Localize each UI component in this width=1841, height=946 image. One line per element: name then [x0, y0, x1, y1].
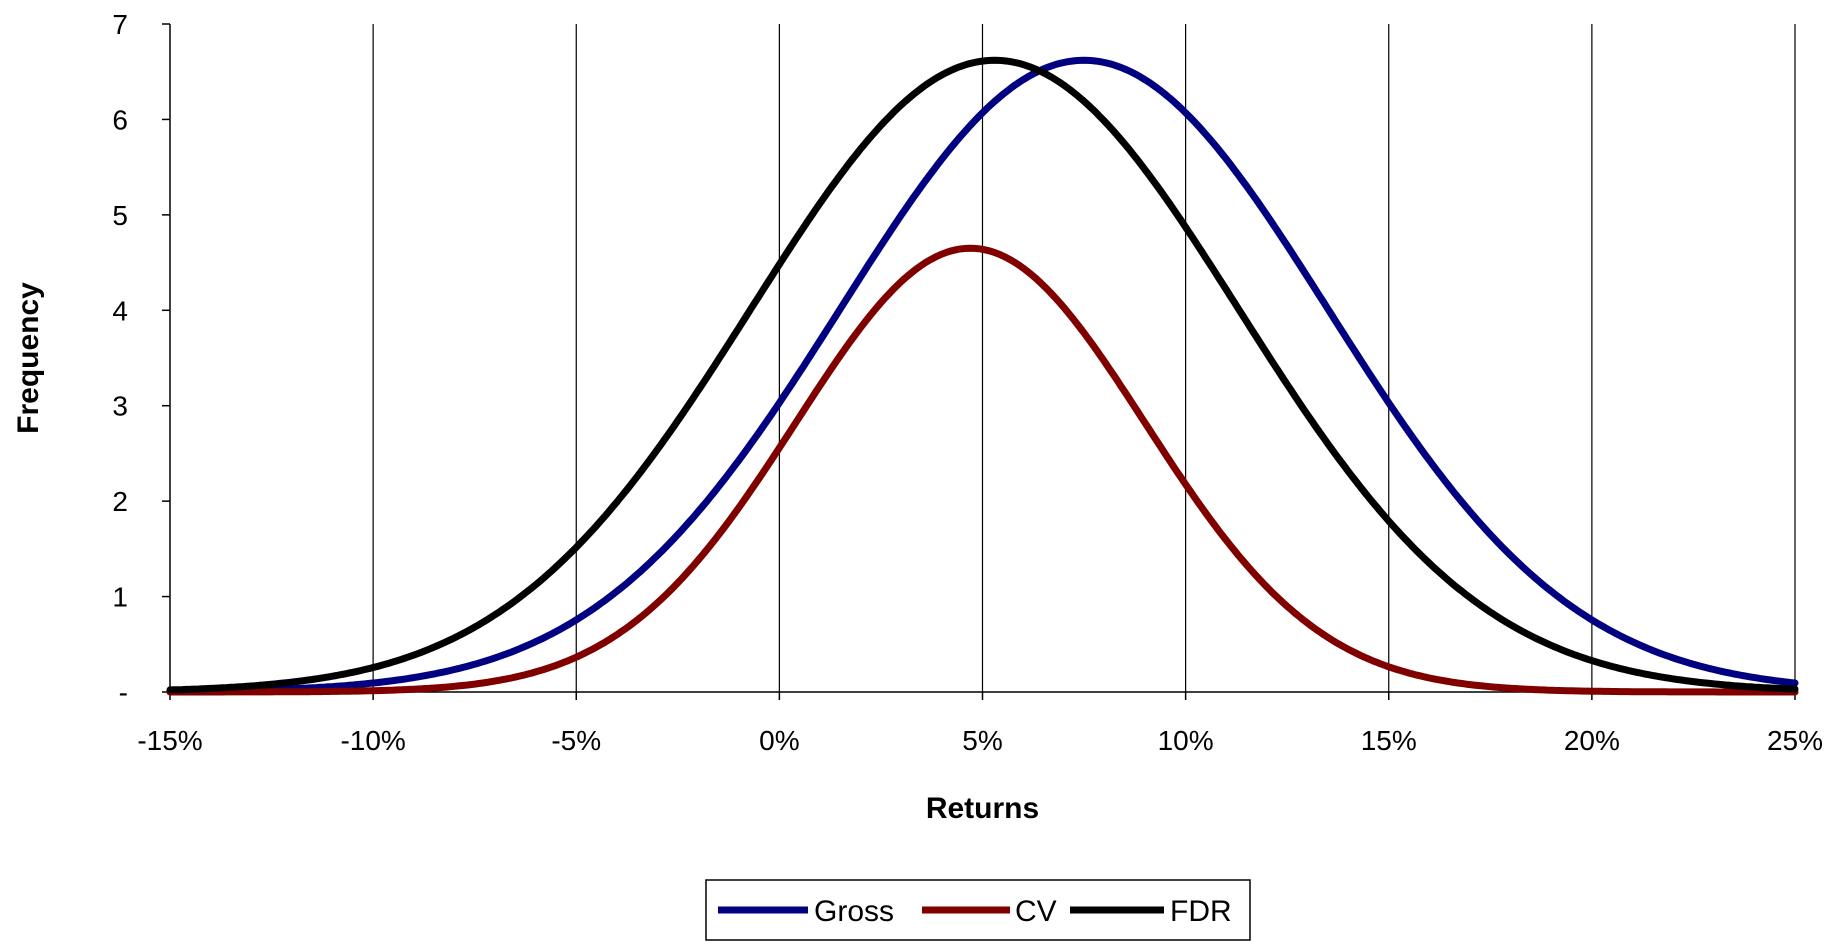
series-line-cv — [166, 244, 1799, 696]
series-lines — [166, 56, 1799, 696]
x-tick-label: 25% — [1767, 725, 1823, 756]
legend: Gross CV FDR — [705, 879, 1251, 941]
grid-lines — [372, 24, 1796, 692]
y-tick-label: 6 — [112, 104, 128, 135]
series-line-gross — [166, 56, 1799, 695]
axes — [162, 23, 1796, 700]
x-tick-label: 15% — [1361, 725, 1417, 756]
y-tick-label: - — [119, 677, 128, 708]
y-tick-label: 7 — [112, 9, 128, 40]
x-tick-label: -5% — [551, 725, 601, 756]
legend-label-gross: Gross — [814, 895, 894, 928]
x-tick-label: -15% — [137, 725, 202, 756]
legend-label-cv: CV — [1015, 895, 1057, 928]
y-tick-label: 4 — [112, 295, 128, 326]
y-tick-label: 5 — [112, 200, 128, 231]
x-tick-label: 20% — [1564, 725, 1620, 756]
y-tick-label: 2 — [112, 486, 128, 517]
series-line-fdr — [166, 56, 1799, 694]
x-tick-label: 10% — [1158, 725, 1214, 756]
x-axis-title: Returns — [926, 792, 1039, 825]
y-axis-title: Frequency — [12, 282, 45, 434]
legend-label-fdr: FDR — [1170, 895, 1232, 928]
y-tick-label: 3 — [112, 391, 128, 422]
x-tick-label: -10% — [340, 725, 405, 756]
y-tick-label: 1 — [112, 582, 128, 613]
x-tick-label: 5% — [962, 725, 1002, 756]
x-tick-label: 0% — [759, 725, 799, 756]
tick-labels: - 1 2 3 4 5 6 7 -15% -10% -5% 0% 5% 10% 15% 20% 25% — [112, 9, 1823, 756]
